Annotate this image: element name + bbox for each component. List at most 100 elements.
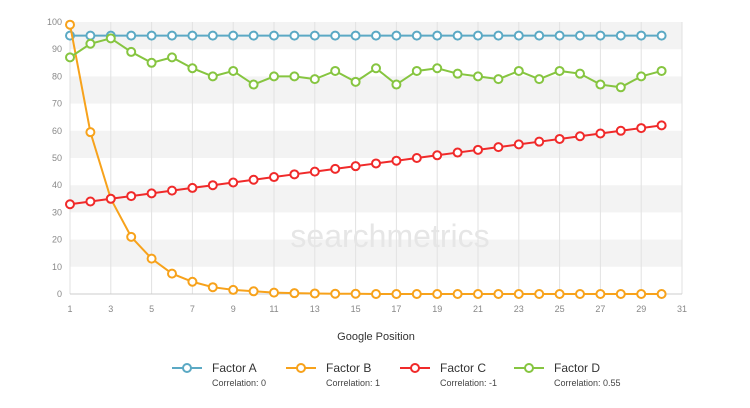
x-tick-label: 25 [555,304,565,314]
legend-marker [410,363,420,373]
data-point [289,288,300,299]
x-axis-label: Google Position [337,331,415,343]
x-tick-label: 7 [190,304,195,314]
x-tick-label: 31 [677,304,687,314]
data-point [636,289,647,299]
data-point [432,289,443,299]
data-point [269,172,279,183]
data-point [65,199,75,210]
y-tick-label: 70 [52,99,62,109]
x-tick-label: 21 [473,304,483,314]
data-point [105,193,116,204]
data-point [146,30,157,41]
data-point [126,46,137,57]
x-tick-label: 27 [595,304,605,314]
data-point [656,30,667,41]
data-point [656,65,667,76]
data-point [452,147,463,158]
data-point [615,82,626,93]
data-point [371,289,381,299]
data-point [391,289,402,299]
data-point [126,231,137,242]
data-point [534,136,545,147]
data-point [289,71,300,82]
data-point [269,30,279,41]
data-point [146,57,157,68]
legend-marker [182,363,192,373]
x-tick-label: 9 [231,304,236,314]
data-point [473,289,483,299]
data-point [513,30,524,41]
data-point [452,68,463,79]
x-tick-label: 23 [514,304,524,314]
data-point [534,74,545,85]
grid-band [70,76,682,104]
data-point [207,282,218,293]
data-point [473,30,483,41]
data-point [575,68,585,79]
data-point [289,30,300,41]
data-point [187,276,198,287]
data-point [513,289,524,299]
y-tick-label: 100 [47,17,62,27]
data-point [411,289,422,299]
legend-correlation: Correlation: -1 [440,378,497,388]
data-point [248,79,259,90]
data-point [371,158,381,169]
x-tick-label: 11 [269,304,278,314]
data-point [309,74,320,85]
x-tick-label: 3 [108,304,113,314]
data-point [350,76,361,87]
legend-correlation: Correlation: 0 [212,378,266,388]
data-point [126,30,137,41]
data-point [187,30,198,41]
data-point [595,289,606,299]
data-point [228,284,239,295]
data-point [391,155,402,166]
data-point [575,289,585,299]
x-tick-label: 29 [636,304,646,314]
data-point [269,287,279,298]
data-point [615,30,626,41]
data-point [534,289,545,299]
data-point [452,289,463,299]
x-tick-label: 19 [432,304,442,314]
x-tick-label: 15 [351,304,361,314]
data-point [595,79,606,90]
data-point [248,286,259,297]
data-point [493,74,504,85]
y-tick-label: 60 [52,126,62,136]
watermark-logo: searchmetrics [290,218,489,254]
data-point [146,188,157,199]
x-tick-label: 1 [67,304,72,314]
x-tick-label: 5 [149,304,154,314]
y-tick-label: 30 [52,207,62,217]
data-point [656,289,667,299]
data-point [432,150,443,161]
y-tick-label: 40 [52,180,62,190]
data-point [473,71,483,82]
data-point [65,52,75,63]
data-point [391,30,402,41]
data-point [105,33,116,44]
data-point [371,30,381,41]
data-point [493,142,504,153]
data-point [636,123,647,134]
data-point [330,30,341,41]
data-point [411,65,422,76]
data-point [513,139,524,150]
data-point [411,30,422,41]
data-point [228,177,239,188]
legend-correlation: Correlation: 0.55 [554,378,621,388]
data-point [595,128,606,139]
data-point [371,63,381,74]
data-point [167,268,177,279]
y-tick-label: 20 [52,235,62,245]
data-point [207,71,218,82]
data-point [493,30,504,41]
legend-label: Factor C [440,361,486,375]
legend-label: Factor A [212,361,257,375]
data-point [289,169,300,180]
